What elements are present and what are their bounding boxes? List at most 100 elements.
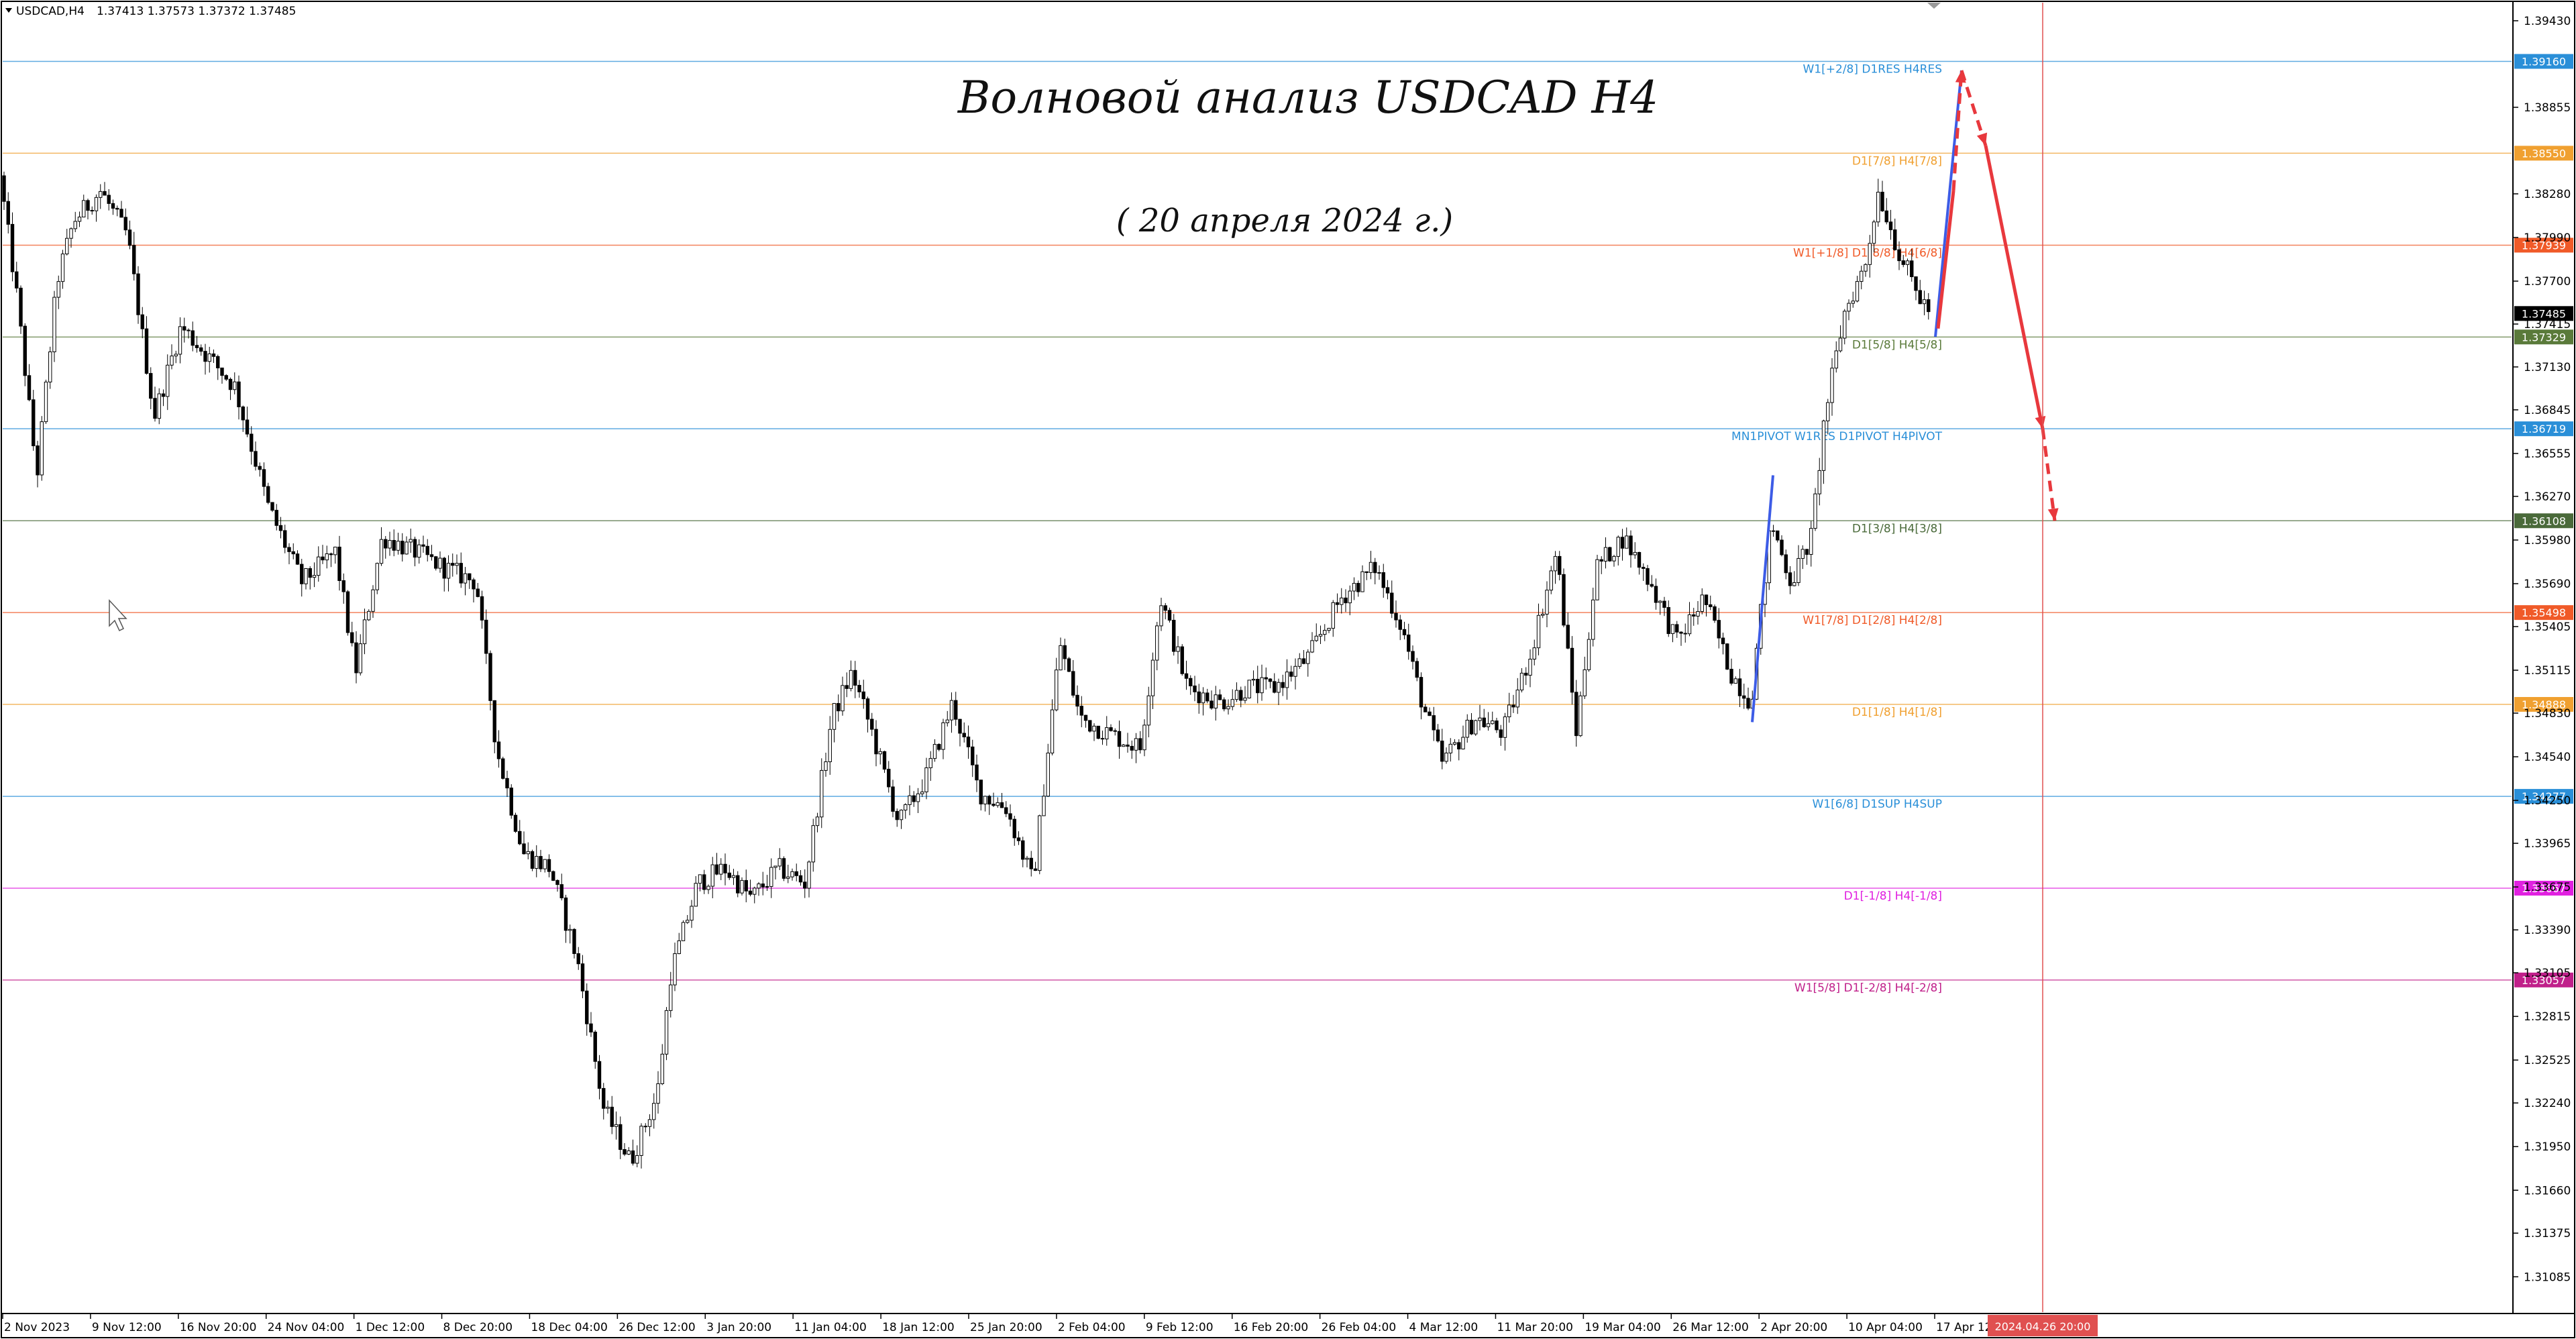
candle: [73, 211, 77, 233]
candle: [1059, 637, 1063, 671]
candle: [920, 779, 924, 798]
candle: [337, 535, 341, 591]
candle: [1067, 657, 1071, 672]
candle: [1415, 657, 1419, 682]
wave-arrow-head: [1976, 132, 1988, 146]
candle: [1893, 218, 1897, 251]
candle: [1222, 697, 1226, 712]
candle: [1260, 664, 1264, 701]
candle: [86, 199, 90, 220]
level-price-tag: 1.34277: [2514, 789, 2573, 804]
candle: [1558, 551, 1562, 581]
dropdown-triangle-icon[interactable]: [5, 8, 12, 13]
candle: [1033, 861, 1038, 871]
blue-wave-line[interactable]: [1751, 475, 1774, 722]
candle: [1658, 600, 1662, 615]
candle: [291, 543, 295, 559]
candle: [178, 317, 182, 364]
candle: [233, 372, 237, 394]
candle: [1390, 580, 1394, 619]
time-tick-label: 3 Jan 20:00: [706, 1321, 771, 1334]
candle: [1864, 263, 1868, 277]
candle: [1524, 667, 1528, 686]
plot-area[interactable]: [1, 1, 2514, 1314]
candle: [191, 321, 195, 352]
chart-title: Волновой анализ USDCAD H4: [957, 72, 1658, 123]
candle: [1452, 739, 1457, 746]
candle: [576, 947, 580, 970]
forecast-wave-line[interactable]: [2041, 428, 2057, 521]
candle: [1352, 577, 1356, 600]
candle: [543, 859, 547, 873]
candle: [765, 875, 769, 892]
candle: [1474, 719, 1478, 736]
candle: [1587, 632, 1591, 672]
candle: [1000, 793, 1004, 808]
price-tick-label: 1.34540: [2524, 751, 2571, 764]
candle: [841, 676, 845, 716]
level-price-tag: 1.38550: [2514, 146, 2573, 161]
candle: [371, 585, 375, 619]
candle: [723, 853, 727, 886]
candle: [1234, 682, 1239, 702]
candle: [1226, 699, 1230, 715]
price-axis-panel[interactable]: [2512, 1, 2575, 1314]
candle: [916, 788, 920, 813]
candle: [1541, 608, 1545, 619]
candle: [1495, 718, 1499, 733]
candle: [1700, 588, 1704, 614]
candle: [1138, 731, 1142, 754]
candle: [274, 504, 278, 531]
forecast-wave-line[interactable]: [1951, 70, 1964, 191]
candle: [1201, 687, 1205, 716]
candle: [23, 323, 27, 386]
forecast-wave-line[interactable]: [1960, 70, 1988, 146]
candle: [1616, 535, 1620, 566]
level-label: D1[5/8] H4[5/8]: [1852, 338, 1942, 352]
candle: [979, 780, 983, 811]
candle: [1679, 631, 1683, 646]
candle: [1323, 624, 1327, 641]
candle: [300, 559, 304, 597]
candle: [941, 718, 945, 759]
candle: [48, 346, 52, 389]
candle: [580, 955, 585, 999]
candle: [1109, 724, 1113, 732]
candle: [1356, 580, 1360, 597]
candle: [1285, 659, 1289, 700]
candle: [203, 343, 207, 375]
level-price-tag: 1.33667: [2514, 880, 2573, 896]
level-price-tag-text: 1.38550: [2522, 147, 2566, 160]
candle: [472, 578, 476, 603]
candle: [119, 201, 123, 218]
candle: [1662, 596, 1666, 617]
candle: [1180, 644, 1184, 676]
candle: [1650, 575, 1654, 588]
candle: [1780, 535, 1784, 557]
candle: [1146, 686, 1150, 738]
candle: [1176, 636, 1180, 664]
candle: [837, 694, 841, 722]
candle: [1214, 686, 1218, 721]
candle: [1826, 398, 1830, 435]
candle: [706, 884, 710, 894]
candle: [782, 856, 786, 881]
time-tick-label: 16 Feb 20:00: [1234, 1321, 1309, 1334]
candle: [610, 1095, 614, 1134]
candle: [656, 1071, 660, 1114]
level-label: W1[+1/8] D1[8/8] H4[6/8]: [1793, 246, 1942, 260]
time-tick-label: 16 Nov 20:00: [180, 1321, 257, 1334]
candle: [1122, 743, 1126, 747]
candle: [354, 631, 358, 684]
candle: [182, 317, 186, 343]
level-price-tag: 1.36719: [2514, 421, 2573, 437]
forecast-wave-line[interactable]: [1984, 145, 2045, 429]
candle: [1021, 837, 1025, 867]
level-price-tag: 1.35498: [2514, 605, 2573, 621]
time-axis-panel[interactable]: [1, 1313, 2575, 1338]
forecast-wave-line[interactable]: [1936, 191, 1955, 329]
candle: [170, 344, 174, 370]
candle: [845, 672, 849, 698]
candle: [1817, 458, 1821, 506]
